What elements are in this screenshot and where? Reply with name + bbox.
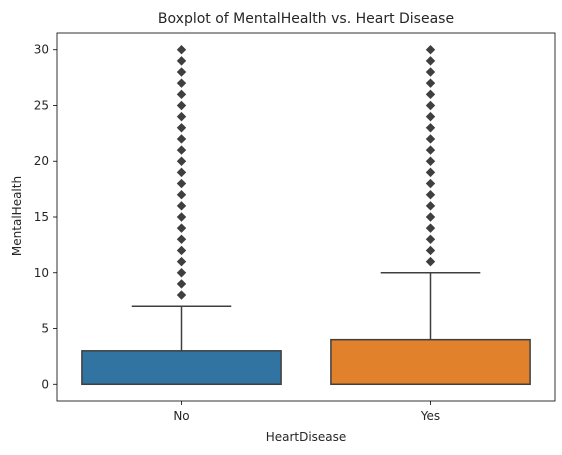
outlier-point bbox=[176, 145, 187, 155]
outlier-point bbox=[425, 111, 436, 122]
outlier-point bbox=[176, 245, 187, 256]
outlier-point bbox=[425, 212, 436, 222]
outlier-point bbox=[176, 178, 187, 189]
outlier-point bbox=[176, 234, 187, 245]
y-tick-label: 25 bbox=[34, 98, 49, 112]
outlier-point bbox=[176, 189, 187, 200]
outlier-point bbox=[425, 234, 436, 245]
y-tick-label: 5 bbox=[41, 322, 49, 336]
y-tick-label: 15 bbox=[34, 210, 49, 224]
outlier-point bbox=[176, 167, 187, 178]
outlier-point bbox=[176, 111, 187, 122]
x-tick-label: No bbox=[173, 409, 189, 423]
outlier-point bbox=[176, 100, 187, 111]
chart-title: Boxplot of MentalHealth vs. Heart Diseas… bbox=[158, 11, 454, 27]
box-no bbox=[81, 350, 282, 386]
outlier-point bbox=[425, 178, 436, 189]
y-tick-label: 20 bbox=[34, 154, 49, 168]
outlier-point bbox=[176, 201, 187, 211]
outlier-point bbox=[425, 245, 436, 256]
outlier-point bbox=[425, 223, 436, 233]
plot-area: 0 5 10 15 20 25 30 No Yes bbox=[34, 32, 556, 423]
y-tick-label: 30 bbox=[34, 43, 49, 57]
outlier-point bbox=[176, 156, 187, 166]
outlier-point bbox=[425, 167, 436, 178]
outlier-point bbox=[176, 89, 187, 100]
outlier-point bbox=[425, 123, 436, 133]
outlier-point bbox=[425, 67, 436, 77]
outlier-point bbox=[176, 67, 187, 77]
outlier-point bbox=[425, 89, 436, 100]
outlier-point bbox=[176, 256, 187, 267]
outlier-point bbox=[176, 123, 187, 133]
outlier-point bbox=[176, 56, 187, 66]
y-tick-label: 0 bbox=[41, 377, 49, 391]
x-tick-label: Yes bbox=[420, 409, 440, 423]
outlier-point bbox=[425, 189, 436, 200]
x-axis-title: HeartDisease bbox=[266, 430, 347, 444]
outlier-point bbox=[425, 256, 436, 267]
outlier-point bbox=[425, 78, 436, 88]
outlier-point bbox=[425, 134, 436, 144]
y-axis-title: MentalHealth bbox=[10, 176, 24, 256]
box-yes bbox=[330, 338, 531, 386]
outlier-point bbox=[176, 212, 187, 222]
outlier-point bbox=[176, 78, 187, 88]
outlier-point bbox=[176, 134, 187, 144]
outlier-point bbox=[176, 268, 187, 278]
outlier-point bbox=[425, 201, 436, 211]
outlier-point bbox=[425, 45, 436, 55]
outlier-point bbox=[425, 145, 436, 155]
y-tick-label: 10 bbox=[34, 266, 49, 280]
outlier-point bbox=[425, 156, 436, 166]
outlier-point bbox=[425, 100, 436, 111]
outlier-point bbox=[176, 223, 187, 233]
outlier-point bbox=[425, 56, 436, 66]
outlier-point bbox=[176, 279, 187, 289]
outlier-point bbox=[176, 290, 187, 300]
outlier-point bbox=[176, 45, 187, 55]
